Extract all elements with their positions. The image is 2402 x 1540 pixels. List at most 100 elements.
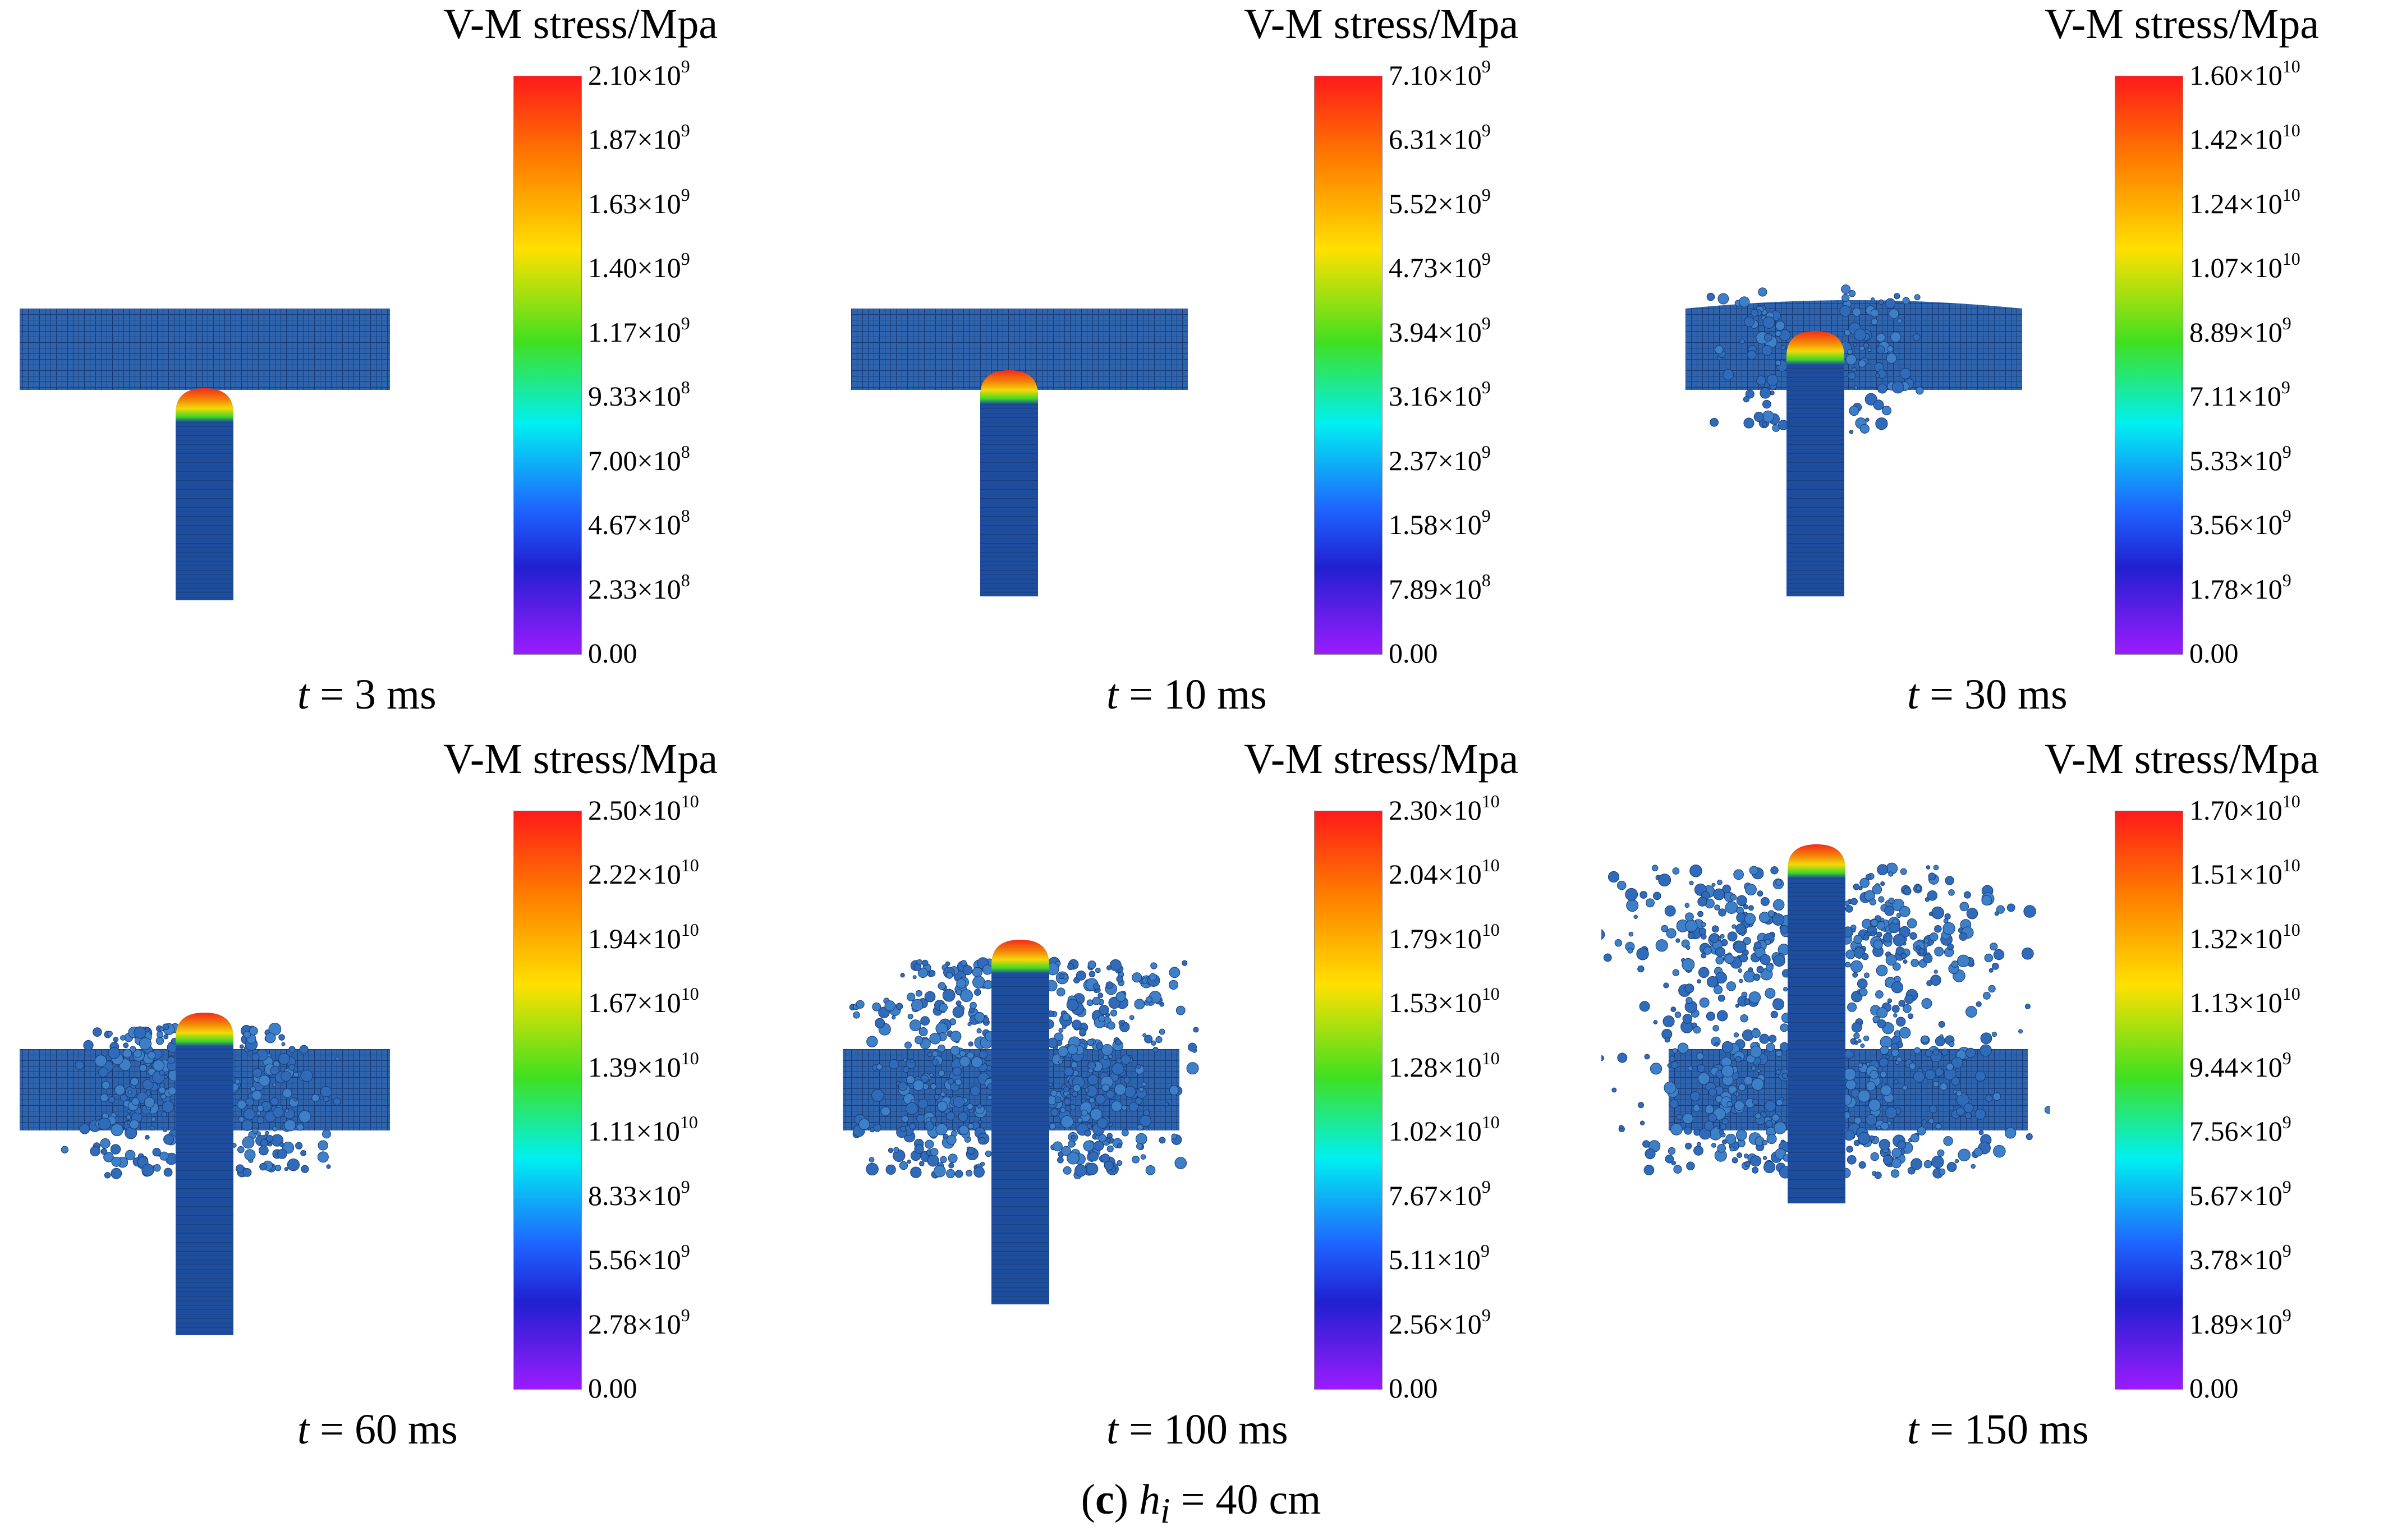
colorbar-tick-label: 1.94×1010 [588, 919, 699, 954]
colorbar-title: V-M stress/Mpa [1244, 1, 1519, 48]
colorbar-tick-label: 3.94×109 [1389, 312, 1491, 348]
colorbar-tick-label: 1.02×1010 [1389, 1112, 1500, 1147]
panel-1: V-M stress/Mpa 2.10×109 1.87×109 1.63×109 1.… [0, 0, 801, 735]
time-label: t = 150 ms [1907, 1406, 2089, 1453]
colorbar-tick-label: 2.30×1010 [1389, 791, 1500, 826]
panel-2: V-M stress/Mpa 7.10×109 6.31×109 5.52×109 4.… [801, 0, 1601, 735]
colorbar-tick-label: 2.50×1010 [588, 791, 699, 826]
colorbar-tick-label: 5.52×109 [1389, 184, 1491, 219]
colorbar-tick-label: 2.22×1010 [588, 855, 699, 890]
colorbar-tick-label: 9.33×108 [588, 377, 690, 412]
simulation-render [1685, 284, 2022, 596]
colorbar-title: V-M stress/Mpa [2045, 735, 2320, 783]
colorbar-tick-label: 2.10×109 [588, 56, 690, 91]
colorbar-tick-label: 1.40×109 [588, 249, 690, 284]
colorbar-tick-label: 0.00 [2189, 1372, 2239, 1404]
colorbar [2115, 811, 2183, 1390]
colorbar-tick-label: 1.79×1010 [1389, 919, 1500, 954]
simulation-render [20, 309, 390, 600]
colorbar-tick-label: 1.28×1010 [1389, 1047, 1500, 1083]
colorbar-tick-label: 1.24×1010 [2189, 184, 2300, 219]
colorbar-tick-label: 3.56×109 [2189, 505, 2291, 541]
debris-particles [61, 1022, 341, 1179]
projectile-rod [991, 940, 1049, 1304]
colorbar-tick-label: 1.78×109 [2189, 569, 2291, 605]
colorbar-title: V-M stress/Mpa [443, 735, 718, 783]
rod-tip-stress [176, 388, 233, 422]
simulation-render [1601, 844, 2050, 1203]
colorbar-tick-label: 7.56×109 [2189, 1112, 2291, 1147]
debris-particles [849, 957, 1199, 1179]
colorbar [513, 76, 582, 655]
colorbar-tick-label: 1.67×1010 [588, 983, 699, 1019]
time-label: t = 10 ms [1106, 671, 1267, 718]
colorbar-tick-label: 1.07×1010 [2189, 249, 2300, 284]
panel-4: V-M stress/Mpa 2.50×1010 2.22×1010 1.94×101… [0, 735, 801, 1470]
simulation-render [843, 940, 1199, 1304]
colorbar-tick-label: 0.00 [588, 1372, 637, 1404]
colorbar-tick-label: 4.73×109 [1389, 249, 1491, 284]
colorbar-tick-label: 3.16×109 [1389, 377, 1491, 412]
colorbar-tick-label: 7.10×109 [1389, 56, 1491, 91]
colorbar [1314, 811, 1383, 1390]
colorbar-tick-label: 5.67×109 [2189, 1176, 2291, 1211]
colorbar-tick-label: 6.31×109 [1389, 120, 1491, 155]
colorbar-tick-label: 1.51×1010 [2189, 855, 2300, 890]
colorbar-tick-label: 3.78×109 [2189, 1240, 2291, 1276]
colorbar-tick-label: 4.67×108 [588, 505, 690, 541]
colorbar-tick-label: 8.89×109 [2189, 312, 2291, 348]
colorbar-tick-label: 7.00×108 [588, 441, 690, 476]
time-label: t = 3 ms [297, 671, 437, 718]
colorbar-tick-label: 1.70×1010 [2189, 791, 2300, 826]
projectile-rod [980, 370, 1038, 596]
projectile-rod [176, 1013, 233, 1335]
simulation-render [20, 1013, 390, 1335]
colorbar-tick-label: 1.17×109 [588, 312, 690, 348]
caption-panel-letter: c [1095, 1476, 1114, 1523]
colorbar-tick-label: 1.53×1010 [1389, 983, 1500, 1019]
colorbar-tick-label: 2.33×108 [588, 569, 690, 605]
debris-particles [1706, 284, 1924, 434]
colorbar-tick-label: 5.11×109 [1389, 1240, 1490, 1276]
colorbar-tick-label: 2.78×109 [588, 1304, 690, 1340]
debris-particles [1601, 862, 2050, 1179]
colorbar [513, 811, 582, 1390]
colorbar [1314, 76, 1383, 655]
colorbar-tick-label: 1.63×109 [588, 184, 690, 219]
colorbar-tick-label: 1.32×1010 [2189, 919, 2300, 954]
colorbar-tick-label: 1.60×1010 [2189, 56, 2300, 91]
colorbar-tick-label: 0.00 [1389, 1372, 1438, 1404]
colorbar-tick-label: 1.89×109 [2189, 1304, 2291, 1340]
colorbar-tick-label: 2.56×109 [1389, 1304, 1491, 1340]
rod-tip-stress [980, 370, 1038, 404]
colorbar-tick-label: 1.58×109 [1389, 505, 1491, 541]
colorbar-tick-label: 2.04×1010 [1389, 855, 1500, 890]
colorbar-tick-label: 2.37×109 [1389, 441, 1491, 476]
time-label: t = 30 ms [1907, 671, 2068, 718]
projectile-rod [1788, 844, 1845, 1203]
colorbar-tick-label: 1.11×1010 [588, 1112, 698, 1147]
colorbar-title: V-M stress/Mpa [2045, 1, 2320, 48]
colorbar-tick-label: 8.33×109 [588, 1176, 690, 1211]
colorbar-title: V-M stress/Mpa [443, 1, 718, 48]
target-plate [20, 309, 390, 390]
colorbar-title: V-M stress/Mpa [1244, 735, 1519, 783]
caption-variable: h [1139, 1476, 1161, 1523]
colorbar-tick-label: 0.00 [2189, 637, 2239, 669]
colorbar-tick-label: 1.13×1010 [2189, 983, 2300, 1019]
caption-value: = 40 cm [1170, 1476, 1321, 1523]
rod-tip-stress [1788, 844, 1845, 878]
time-label: t = 60 ms [297, 1406, 458, 1453]
colorbar-tick-label: 7.89×108 [1389, 569, 1491, 605]
colorbar-tick-label: 1.42×1010 [2189, 120, 2300, 155]
colorbar-tick-label: 1.39×1010 [588, 1047, 699, 1083]
colorbar-tick-label: 5.33×109 [2189, 441, 2291, 476]
panel-5: V-M stress/Mpa 2.30×1010 2.04×1010 1.79×101… [801, 735, 1601, 1470]
projectile-rod [1786, 331, 1844, 596]
colorbar-tick-label: 5.56×109 [588, 1240, 690, 1276]
panel-6: V-M stress/Mpa 1.70×1010 1.51×1010 1.32×101… [1601, 735, 2402, 1470]
rod-tip-stress [991, 940, 1049, 973]
colorbar-tick-label: 7.11×109 [2189, 377, 2290, 412]
figure-caption: (c) hi = 40 cm [1081, 1476, 1321, 1531]
colorbar-tick-label: 0.00 [588, 637, 637, 669]
